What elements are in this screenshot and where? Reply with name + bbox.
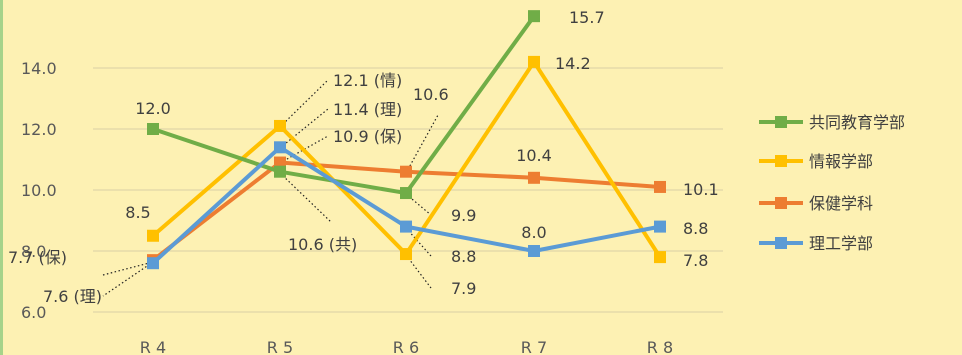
data-point [147, 123, 159, 135]
leader-line [279, 135, 329, 164]
data-point [400, 220, 412, 233]
data-label: 10.1 [683, 180, 719, 199]
data-point [400, 187, 412, 200]
leader-line [405, 114, 439, 174]
legend-label: 共同教育学部 [809, 113, 905, 132]
legend-item: 共同教育学部 [759, 113, 905, 132]
series-line [151, 145, 661, 265]
legend-marker [775, 116, 787, 128]
data-point [274, 156, 286, 169]
data-label: 7.8 [683, 251, 708, 270]
legend-marker [775, 197, 787, 209]
series [147, 10, 666, 270]
data-point [400, 248, 412, 261]
data-label: 15.7 [569, 8, 605, 27]
data-point [274, 141, 286, 154]
y-tick-label: 12.0 [21, 120, 57, 139]
data-label: 7.9 [451, 279, 476, 298]
data-label: 12.0 [135, 99, 171, 118]
series-1 [147, 55, 666, 264]
data-label: 8.8 [683, 219, 708, 238]
data-label: 8.5 [125, 203, 150, 222]
x-tick-label: R 5 [267, 338, 293, 355]
data-point [400, 165, 412, 178]
y-tick-label: 8.0 [21, 242, 46, 261]
data-label: 8.0 [521, 223, 546, 242]
x-tick-label: R 6 [393, 338, 419, 355]
series-3 [147, 141, 666, 270]
leader-line [102, 261, 154, 276]
data-label: 10.6 [413, 85, 449, 104]
data-label: 7.7 (保) [8, 248, 67, 267]
data-point [654, 220, 666, 233]
data-label: 10.6 (共) [288, 235, 357, 254]
data-point [654, 251, 666, 264]
data-point [528, 245, 540, 257]
line-chart: 6.0 8.0 10.0 12.0 14.0 R 4 R 5 R 6 R 7 R 8 12.0 8.… [8, 8, 905, 355]
legend-item: 情報学部 [759, 152, 873, 171]
legend-label: 情報学部 [809, 152, 873, 171]
data-label: 10.9 (保) [333, 127, 402, 146]
leader-line [405, 254, 432, 289]
series-line [152, 14, 536, 196]
leader-line [279, 79, 329, 128]
data-label: 14.2 [555, 54, 591, 73]
y-tick-label: 14.0 [21, 59, 57, 78]
data-label: 11.4 (理) [333, 100, 402, 119]
x-tick-label: R 8 [647, 338, 673, 355]
legend-item: 理工学部 [759, 234, 873, 253]
data-point [528, 10, 540, 23]
data-point [654, 180, 666, 193]
data-point [274, 165, 286, 178]
legend-label: 理工学部 [809, 234, 873, 253]
data-labels: 12.0 8.5 7.7 (保) 7.6 (理) 12.1 (情) 11.4 (理) 10.… [8, 8, 719, 306]
y-tick-label: 6.0 [21, 303, 46, 322]
data-point [147, 257, 159, 270]
data-label: 10.4 [516, 146, 552, 165]
data-point [528, 171, 540, 184]
legend-label: 保健学科 [809, 194, 873, 213]
x-tick-label: R 7 [521, 338, 547, 355]
data-point [147, 229, 159, 242]
x-tick-label: R 4 [140, 338, 166, 355]
data-label: 9.9 [451, 206, 476, 225]
legend-marker [775, 237, 787, 249]
data-label: 12.1 (情) [333, 71, 402, 90]
series-0 [147, 10, 540, 200]
y-tick-label: 10.0 [21, 181, 57, 200]
leader-line [102, 261, 154, 297]
data-label: 8.8 [451, 247, 476, 266]
data-label: 7.6 (理) [43, 287, 102, 306]
data-point [274, 119, 286, 132]
data-point [528, 55, 540, 68]
axis-ticks: 6.0 8.0 10.0 12.0 14.0 R 4 R 5 R 6 R 7 R 8 [21, 59, 673, 355]
legend-marker [775, 155, 787, 167]
legend-item: 保健学科 [759, 194, 873, 213]
